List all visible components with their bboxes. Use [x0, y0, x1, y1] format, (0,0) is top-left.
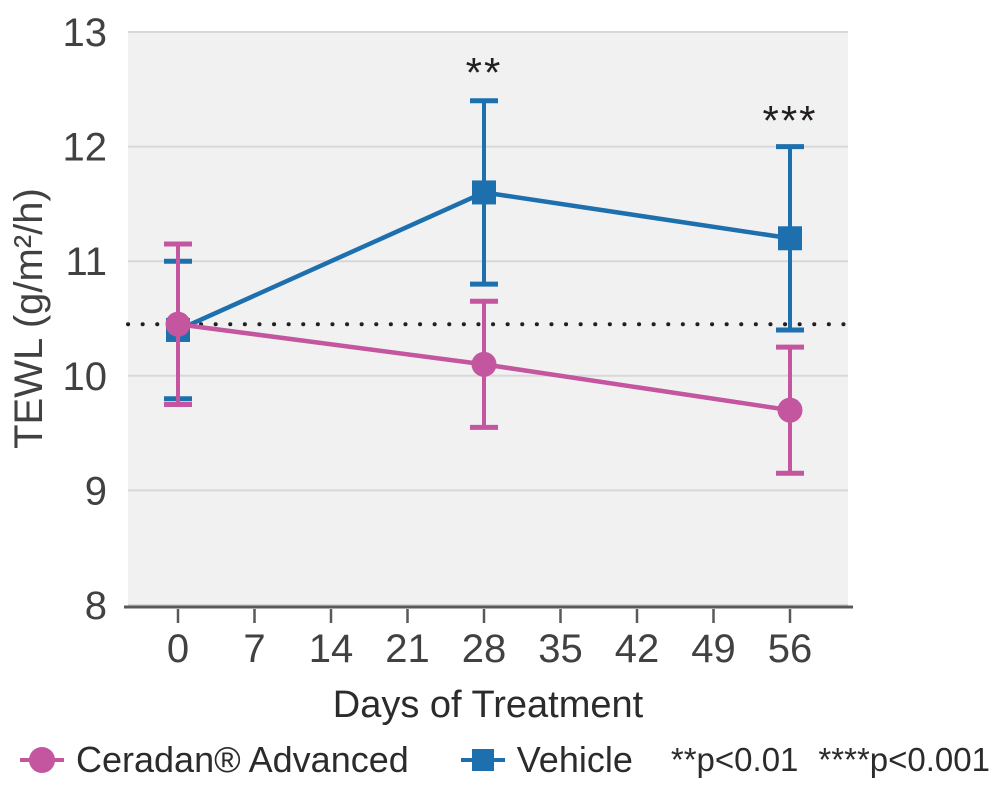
- y-tick-label: 12: [63, 126, 108, 170]
- legend-label-ceradan: Ceradan® Advanced: [76, 738, 409, 780]
- x-tick-label: 14: [309, 627, 354, 671]
- x-axis-ticks: 0 7 14 21 28 35 42 49 56: [167, 609, 812, 671]
- y-tick-label: 10: [63, 355, 108, 399]
- circle-marker-icon: [20, 744, 64, 776]
- chart-legend: Ceradan® Advanced Vehicle **p<0.01 ****p…: [0, 730, 1000, 795]
- x-tick-label: 56: [768, 627, 813, 671]
- significance-note-p001: ****p<0.001: [818, 740, 990, 778]
- x-axis-label: Days of Treatment: [333, 684, 644, 726]
- series-ceradan: [164, 241, 804, 476]
- x-tick-label: 0: [167, 627, 189, 671]
- significance-note-p01: **p<0.01: [670, 740, 799, 778]
- significance-annotation: **: [466, 49, 503, 96]
- plot-area: [128, 32, 848, 605]
- x-tick-label: 7: [243, 627, 265, 671]
- x-tick-label: 21: [385, 627, 430, 671]
- y-axis-label: TEWL (g/m²/h): [7, 188, 51, 449]
- x-tick-label: 49: [691, 627, 736, 671]
- y-axis-tick-labels: 8 9 10 11 12 13: [63, 11, 108, 628]
- x-tick-label: 35: [538, 627, 583, 671]
- data-point-marker-circle: [471, 351, 497, 377]
- y-tick-label: 13: [63, 11, 108, 55]
- legend-item-ceradan: Ceradan® Advanced: [20, 739, 409, 781]
- data-point-marker-square: [778, 226, 802, 251]
- data-point-marker-square: [472, 180, 496, 205]
- y-tick-label: 8: [85, 584, 107, 628]
- significance-note: **p<0.01 ****p<0.001: [671, 741, 990, 779]
- x-tick-label: 42: [615, 627, 660, 671]
- y-tick-label: 9: [85, 469, 107, 513]
- square-marker-icon: [460, 744, 505, 776]
- legend-label-vehicle: Vehicle: [516, 738, 633, 780]
- y-tick-label: 11: [65, 240, 107, 284]
- x-tick-label: 28: [462, 627, 507, 671]
- data-point-marker-circle: [165, 311, 191, 337]
- legend-item-vehicle: Vehicle: [460, 738, 633, 781]
- data-point-marker-circle: [777, 397, 803, 423]
- significance-annotation: ***: [762, 97, 817, 144]
